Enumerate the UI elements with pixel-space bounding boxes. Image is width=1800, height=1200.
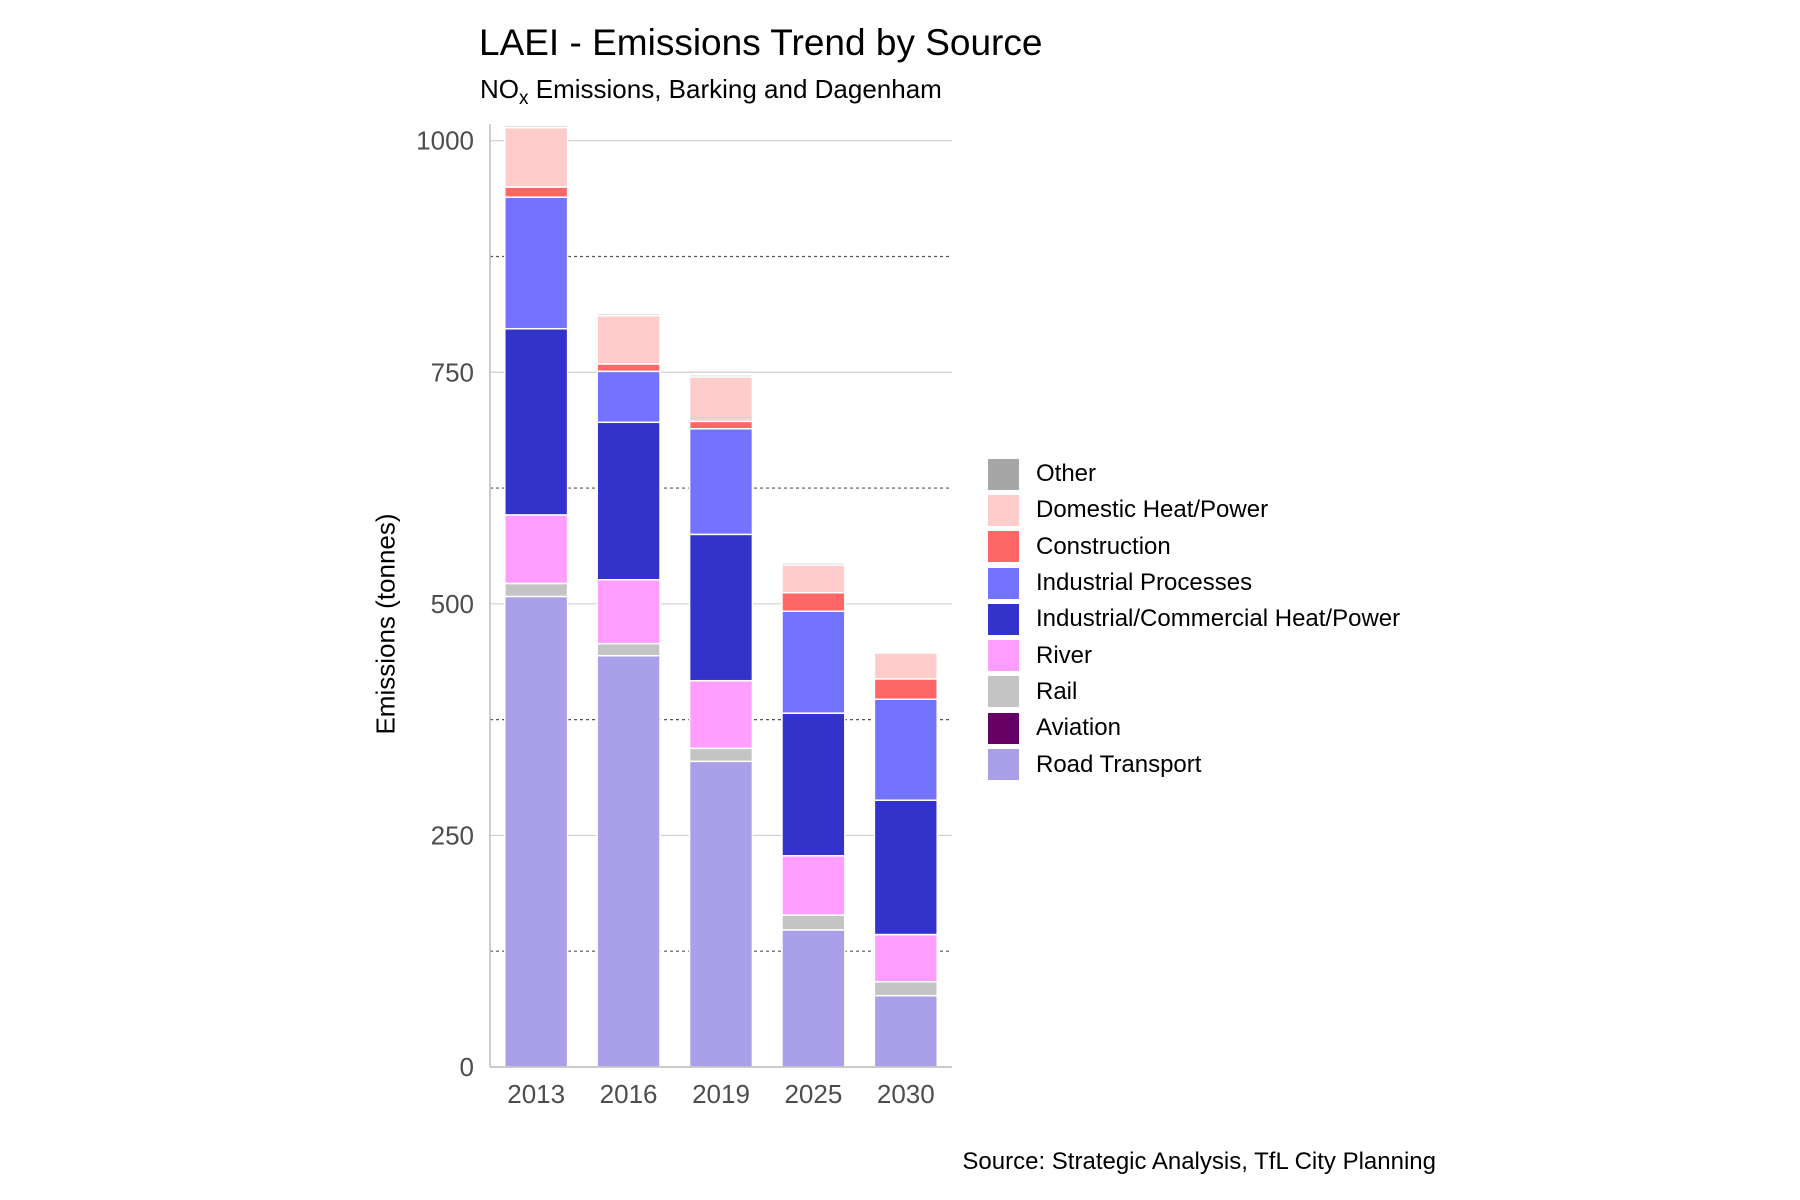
bar-segment [781,914,846,931]
bar-segment [781,610,846,714]
legend-swatch [988,712,1019,744]
legend-label: Road Transport [1036,750,1202,778]
legend-label: Domestic Heat/Power [1036,496,1269,524]
bar-segment [504,514,569,585]
x-tick-label: 2016 [600,1079,658,1109]
legend-swatch [988,494,1019,526]
legend-item: Industrial/Commercial Heat/Power [988,601,1400,637]
legend-swatch [988,458,1019,490]
bar-segment [688,428,754,536]
bar-segment [781,562,846,566]
bar-segment [504,582,569,598]
subtitle-suffix: Emissions, Barking and Dagenham [528,74,942,104]
subtitle-subscript: x [519,88,529,109]
bar-segment [688,760,754,1068]
chart-title: LAEI - Emissions Trend by Source [479,22,1043,63]
bar-segment [596,314,661,365]
legend-label: River [1036,641,1093,669]
bar-segment [688,374,754,378]
bar-segment [873,678,938,700]
bar-segment [873,994,938,1068]
bar-segment [688,533,754,682]
bar-segment [873,652,938,680]
legend-item: Other [988,456,1400,492]
legend-label: Other [1036,460,1097,488]
bar-segment [504,125,569,129]
legend-label: Aviation [1036,714,1121,742]
bar-segment [688,679,754,750]
bar-segment [873,698,938,801]
y-tick-label: 750 [431,357,474,387]
x-tick-label: 2030 [877,1079,935,1109]
y-tick-label: 500 [431,589,474,619]
legend-label: Industrial/Commercial Heat/Power [1036,605,1401,633]
legend-label: Rail [1036,677,1078,705]
bar-segment [873,799,938,936]
legend-item: Aviation [988,710,1400,746]
bar-segment [596,654,661,1068]
legend-swatch [988,640,1019,672]
bar-segment [504,327,569,516]
chart-caption: Source: Strategic Analysis, TfL City Pla… [962,1148,1436,1175]
legend-swatch [988,531,1019,563]
bar-segment [781,855,846,916]
legend-swatch [988,567,1019,599]
legend-swatch [988,676,1019,708]
axis-layer: 2013 2016 2019 2025 2030 0 250 500 750 1000 [416,124,952,1109]
legend-label: Construction [1036,532,1171,560]
legend-item: Construction [988,529,1400,565]
bar-segment [596,579,661,645]
legend-swatch [988,603,1019,635]
y-tick-label: 250 [431,820,474,850]
bar-segment [873,981,938,997]
x-tick-label: 2013 [507,1079,565,1109]
x-tick-label: 2019 [692,1079,750,1109]
bar-segment [688,376,754,423]
bar-segment [596,421,661,581]
legend-swatch [988,749,1019,781]
bar-segment [504,126,569,188]
bar-segment [596,370,661,424]
x-tick-label: 2025 [784,1079,842,1109]
bar-segment [596,363,661,373]
y-tick-label: 0 [460,1052,474,1082]
bar-segment [781,929,846,1068]
bar-segment [504,186,569,198]
y-tick-label: 1000 [416,126,474,156]
bar-segment [504,595,569,1068]
legend-item: Road Transport [988,746,1400,782]
bar-segment [781,591,846,612]
legend-item: Rail [988,674,1400,710]
bar-segment [688,747,754,763]
legend-item: Domestic Heat/Power [988,492,1400,528]
bar-segment [596,642,661,657]
bar-segment [873,933,938,983]
bar-segment [596,313,661,317]
bar-layer [504,125,938,1068]
legend: Other Domestic Heat/Power Construction Indu… [988,456,1400,783]
subtitle-prefix: NO [480,74,519,104]
bar-segment [504,196,569,330]
bar-segment [781,564,846,594]
bar-segment [781,712,846,857]
bar-segment [688,420,754,430]
chart-subtitle: NOx Emissions, Barking and Dagenham [480,74,942,110]
legend-label: Industrial Processes [1036,569,1253,597]
legend-item: Industrial Processes [988,565,1400,601]
legend-item: River [988,637,1400,673]
